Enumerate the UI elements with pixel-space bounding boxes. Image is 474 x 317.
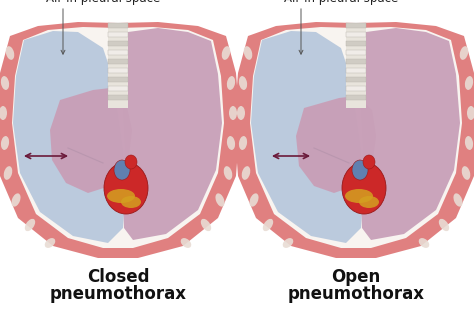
- Polygon shape: [123, 28, 222, 240]
- Polygon shape: [346, 95, 366, 100]
- Polygon shape: [251, 31, 364, 243]
- Ellipse shape: [1, 76, 9, 90]
- Ellipse shape: [462, 166, 470, 180]
- Ellipse shape: [227, 76, 235, 90]
- Polygon shape: [108, 68, 128, 73]
- Ellipse shape: [244, 46, 252, 60]
- Ellipse shape: [11, 193, 20, 207]
- Text: pneumothorax: pneumothorax: [49, 285, 186, 303]
- Ellipse shape: [222, 46, 230, 60]
- Ellipse shape: [263, 219, 273, 231]
- Polygon shape: [346, 50, 366, 55]
- Polygon shape: [346, 23, 366, 108]
- Ellipse shape: [45, 238, 55, 248]
- Ellipse shape: [239, 76, 247, 90]
- Polygon shape: [346, 41, 366, 46]
- Text: Closed: Closed: [87, 268, 149, 286]
- Polygon shape: [346, 86, 366, 91]
- Polygon shape: [108, 32, 128, 37]
- Polygon shape: [361, 28, 460, 240]
- Ellipse shape: [242, 166, 250, 180]
- Ellipse shape: [237, 106, 245, 120]
- Ellipse shape: [1, 136, 9, 150]
- Text: Air in pleural space: Air in pleural space: [284, 0, 398, 5]
- Ellipse shape: [465, 136, 473, 150]
- Polygon shape: [0, 22, 240, 258]
- Ellipse shape: [227, 136, 235, 150]
- Polygon shape: [250, 27, 462, 248]
- Ellipse shape: [125, 155, 137, 169]
- Polygon shape: [108, 23, 128, 28]
- Polygon shape: [108, 59, 128, 64]
- Ellipse shape: [107, 189, 135, 203]
- Polygon shape: [12, 27, 224, 248]
- Ellipse shape: [352, 160, 368, 180]
- Ellipse shape: [460, 46, 468, 60]
- Ellipse shape: [6, 46, 14, 60]
- Ellipse shape: [359, 196, 379, 208]
- Polygon shape: [346, 23, 366, 28]
- Ellipse shape: [201, 219, 211, 231]
- Ellipse shape: [345, 189, 373, 203]
- Ellipse shape: [114, 160, 130, 180]
- Polygon shape: [346, 68, 366, 73]
- Ellipse shape: [4, 166, 12, 180]
- Polygon shape: [108, 77, 128, 82]
- Ellipse shape: [283, 238, 293, 248]
- Ellipse shape: [363, 155, 375, 169]
- Ellipse shape: [0, 106, 7, 120]
- Ellipse shape: [229, 106, 237, 120]
- Ellipse shape: [181, 238, 191, 248]
- Ellipse shape: [224, 166, 232, 180]
- Ellipse shape: [439, 219, 449, 231]
- Polygon shape: [346, 59, 366, 64]
- Ellipse shape: [465, 76, 473, 90]
- Ellipse shape: [249, 193, 258, 207]
- Text: Open: Open: [331, 268, 381, 286]
- Polygon shape: [108, 41, 128, 46]
- Ellipse shape: [239, 136, 247, 150]
- Polygon shape: [13, 31, 126, 243]
- Polygon shape: [234, 22, 474, 258]
- Polygon shape: [50, 88, 132, 193]
- Polygon shape: [108, 95, 128, 100]
- Polygon shape: [108, 23, 128, 108]
- Polygon shape: [296, 96, 376, 193]
- Polygon shape: [108, 86, 128, 91]
- Polygon shape: [346, 77, 366, 82]
- Polygon shape: [108, 50, 128, 55]
- Text: pneumothorax: pneumothorax: [288, 285, 425, 303]
- Ellipse shape: [467, 106, 474, 120]
- Ellipse shape: [216, 193, 225, 207]
- Ellipse shape: [104, 162, 148, 214]
- Ellipse shape: [121, 196, 141, 208]
- Ellipse shape: [342, 162, 386, 214]
- Ellipse shape: [25, 219, 35, 231]
- Ellipse shape: [454, 193, 463, 207]
- Text: Air in pleural space: Air in pleural space: [46, 0, 160, 5]
- Ellipse shape: [419, 238, 429, 248]
- Polygon shape: [346, 32, 366, 37]
